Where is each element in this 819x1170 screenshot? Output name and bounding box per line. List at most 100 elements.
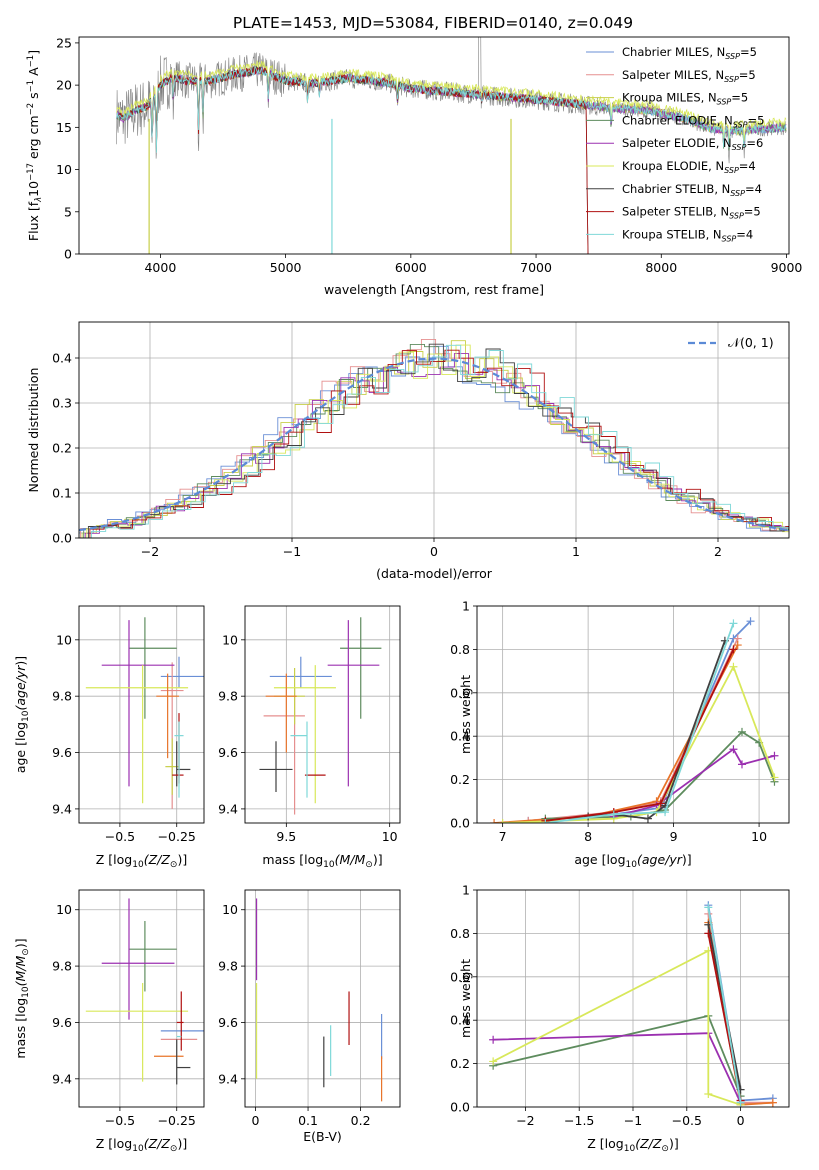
x-axis-label: wavelength [Angstrom, rest frame] <box>324 282 544 297</box>
legend-label: Kroupa STELIB, NSSP=4 <box>622 227 753 243</box>
error-bar-point <box>156 673 179 759</box>
y-tick-label: 0.4 <box>450 729 470 744</box>
x-tick-label: −0.5 <box>672 1113 702 1128</box>
y-tick-label: 9.8 <box>52 689 72 704</box>
axes-frame <box>78 605 205 824</box>
error-bar-point <box>129 617 177 719</box>
x-tick-label: 0 <box>430 544 438 559</box>
x-tick-label: 9000 <box>771 260 803 275</box>
axes-frame <box>476 889 790 1108</box>
error-bar-point <box>172 713 184 784</box>
weight-line <box>493 1032 742 1104</box>
y-tick-label: 9.4 <box>52 1071 72 1086</box>
x-tick-label: −0.25 <box>158 1113 196 1128</box>
error-bar-point <box>85 665 189 804</box>
weight-marker <box>729 645 738 654</box>
weight-line <box>528 638 739 822</box>
y-tick-label: 9.4 <box>218 801 238 816</box>
error-bar-point <box>327 620 380 787</box>
y-tick-label: 9.8 <box>52 959 72 974</box>
legend-label: Kroupa ELODIE, NSSP=4 <box>622 159 756 175</box>
histogram-step <box>89 349 789 538</box>
panel-residuals: −2 −1 0 1 2 0.0 0.1 0.2 0.3 0.4 𝒩(0, 1) (data-model… <box>26 321 790 581</box>
y-axis-label: mass [log10(M/M⊙)] <box>13 938 31 1058</box>
normal-curve <box>79 357 789 532</box>
weight-line <box>492 1014 742 1097</box>
x-tick-label: 9 <box>670 829 678 844</box>
y-tick-label: 0.2 <box>52 441 72 456</box>
legend-label: 𝒩(0, 1) <box>728 335 774 350</box>
y-axis-label: Flux [fλ10−17 erg cm−2 s−1 A−1] <box>26 50 44 241</box>
error-bar-point <box>174 721 184 798</box>
weight-line <box>545 623 735 823</box>
y-tick-label: 0.6 <box>450 685 470 700</box>
histogram-step <box>86 344 789 538</box>
weight-marker <box>489 1057 498 1066</box>
plot-area <box>85 898 204 1085</box>
error-bar-point <box>129 921 177 992</box>
x-tick-label: 6000 <box>395 260 427 275</box>
y-tick-label: 1 <box>462 883 470 898</box>
x-tick-label: 7 <box>499 829 507 844</box>
y-tick-label: 10 <box>222 902 238 917</box>
weight-line <box>545 649 735 822</box>
panel-mass-vs-ebv: 0 0.1 0.2 9.4 9.6 9.8 10 E(B-V) <box>218 889 401 1144</box>
x-tick-label: 1 <box>572 544 580 559</box>
y-axis-label: mass weight <box>458 959 473 1038</box>
weight-marker <box>490 819 499 823</box>
weight-marker <box>704 903 713 912</box>
y-tick-label: 0.3 <box>52 396 72 411</box>
y-axis-label: Normed distribution <box>26 368 41 493</box>
weight-marker <box>768 1098 777 1107</box>
legend: Chabrier MILES, NSSP=5 Salpeter MILES, NS… <box>586 45 764 243</box>
weight-line <box>494 644 739 823</box>
weight-marker <box>733 641 742 650</box>
panel-mass-vs-Z: −0.5 −0.25 9.4 9.6 9.8 10 Z [log10(Z/Z⊙)] mass … <box>13 889 205 1154</box>
y-tick-label: 9.4 <box>52 801 72 816</box>
y-tick-label: 15 <box>56 120 72 135</box>
weight-marker <box>498 819 507 823</box>
plot-area <box>85 617 204 809</box>
histogram-step <box>84 353 789 538</box>
weight-marker <box>746 617 755 626</box>
x-axis-label: age [log10(age/yr)] <box>574 852 691 870</box>
y-axis-label: mass weight <box>458 675 473 754</box>
error-bar-point <box>101 620 175 787</box>
weight-marker <box>704 929 713 938</box>
y-tick-label: 0.8 <box>450 642 470 657</box>
error-bar-point <box>101 898 175 1020</box>
y-tick-label: 0.2 <box>450 1056 470 1071</box>
model-spectrum <box>116 66 589 254</box>
axes-frame <box>78 889 205 1108</box>
y-tick-label: 0.0 <box>450 1100 470 1115</box>
axes-frame <box>244 605 401 824</box>
weight-line <box>707 907 742 1103</box>
y-tick-label: 0.8 <box>450 926 470 941</box>
x-tick-label: 0 <box>737 1113 745 1128</box>
weight-marker <box>737 760 746 769</box>
x-tick-label: 0.1 <box>298 1113 318 1128</box>
y-tick-label: 0.0 <box>52 531 72 546</box>
model-spectrum <box>116 60 787 146</box>
error-bar-point <box>290 721 308 798</box>
y-tick-label: 9.8 <box>218 959 238 974</box>
x-axis-label: (data-model)/error <box>376 566 493 581</box>
weight-marker <box>736 1098 745 1107</box>
axes-frame <box>78 321 790 539</box>
weight-line <box>528 620 752 822</box>
x-tick-label: −1 <box>624 1113 642 1128</box>
x-tick-label: 0.2 <box>351 1113 371 1128</box>
x-axis-label: E(B-V) <box>303 1129 342 1144</box>
y-tick-label: 10 <box>56 632 72 647</box>
axes-frame <box>476 605 790 824</box>
weight-line <box>588 640 726 820</box>
x-tick-label: 8 <box>584 829 592 844</box>
legend-label: Salpeter STELIB, NSSP=5 <box>622 205 761 221</box>
legend-label: Chabrier MILES, NSSP=5 <box>622 45 757 61</box>
error-bar-point <box>340 617 382 719</box>
y-tick-label: 9.6 <box>52 745 72 760</box>
error-bar-point <box>176 991 184 1051</box>
weight-marker <box>541 819 550 823</box>
axes-frame <box>244 889 401 1108</box>
x-tick-label: −0.25 <box>158 829 196 844</box>
